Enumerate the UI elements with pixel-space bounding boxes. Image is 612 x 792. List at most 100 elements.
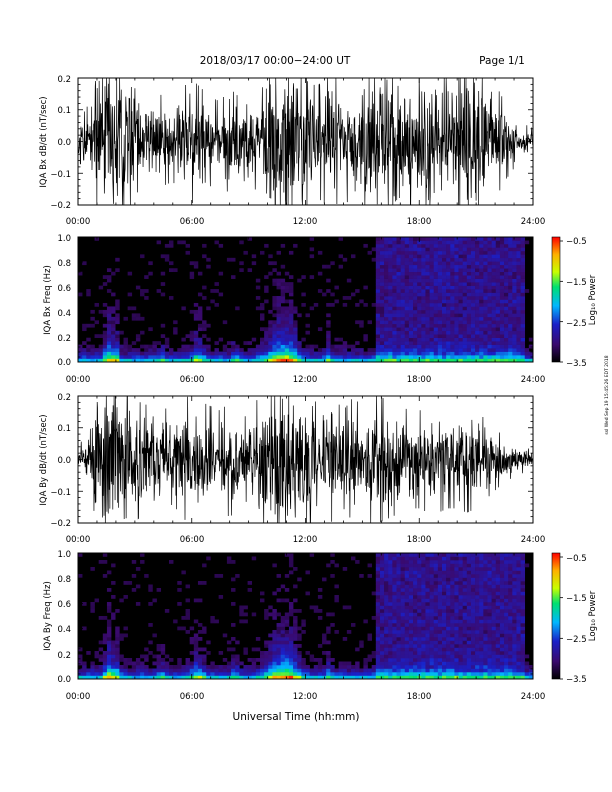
spectrogram-cell bbox=[123, 348, 128, 352]
spectrogram-cell bbox=[396, 630, 401, 634]
spectrogram-cell bbox=[375, 289, 381, 293]
spectrogram-cell bbox=[264, 651, 269, 655]
spectrogram-cell bbox=[309, 275, 315, 279]
spectrogram-cell bbox=[442, 581, 447, 585]
spectrogram-cell bbox=[520, 285, 526, 290]
spectrogram-cell bbox=[338, 358, 344, 363]
spectrogram-cell bbox=[396, 633, 401, 638]
spectrogram-cell bbox=[309, 553, 315, 557]
spectrogram-cell bbox=[462, 285, 468, 290]
spectrogram-cell bbox=[458, 289, 463, 293]
spectrogram-cell bbox=[508, 633, 513, 638]
spectrogram-cell bbox=[276, 316, 281, 321]
spectrogram-cell bbox=[293, 355, 298, 359]
spectrogram-cell bbox=[322, 264, 327, 269]
spectrogram-cell bbox=[231, 344, 236, 349]
spectrogram-cell bbox=[425, 644, 430, 648]
spectrogram-cell bbox=[483, 341, 488, 345]
spectrogram-cell bbox=[483, 647, 488, 652]
spectrogram-cell bbox=[371, 591, 377, 596]
spectrogram-cell bbox=[475, 616, 480, 620]
spectrogram-cell bbox=[210, 672, 215, 676]
spectrogram-cell bbox=[462, 626, 468, 631]
spectrogram-cell bbox=[346, 344, 352, 349]
figure-title: 2018/03/17 00:00−24:00 UT bbox=[200, 55, 351, 67]
spectrogram-cell bbox=[392, 237, 397, 241]
spectrogram-cell bbox=[491, 275, 497, 279]
spectrogram-cell bbox=[446, 341, 451, 345]
spectrogram-cell bbox=[413, 337, 418, 342]
spectrogram-cell bbox=[115, 302, 120, 307]
spectrogram-cell bbox=[392, 351, 397, 356]
spectrogram-cell bbox=[446, 570, 451, 575]
spectrogram-cell bbox=[433, 334, 439, 338]
spectrogram-cell bbox=[487, 309, 492, 314]
spectrogram-cell bbox=[462, 570, 468, 575]
spectrogram-cell bbox=[466, 334, 472, 338]
spectrogram-cell bbox=[272, 268, 277, 273]
spectrogram-cell bbox=[499, 257, 505, 262]
spectrogram-cell bbox=[520, 644, 526, 648]
spectrogram-cell bbox=[272, 640, 277, 645]
spectrogram-cell bbox=[487, 581, 492, 585]
spectrogram-cell bbox=[255, 306, 261, 311]
spectrogram-cell bbox=[388, 598, 393, 603]
spectrogram-cell bbox=[470, 584, 476, 589]
spectrogram-cell bbox=[483, 665, 488, 669]
spectrogram-cell bbox=[102, 574, 108, 578]
spectrogram-cell bbox=[375, 355, 381, 359]
spectrogram-cell bbox=[197, 654, 203, 659]
spectrogram-cell bbox=[483, 320, 488, 325]
spectrogram-cell bbox=[297, 668, 302, 673]
spectrogram-cell bbox=[417, 668, 422, 673]
spectrogram-cell bbox=[404, 341, 410, 345]
spectrogram-cell bbox=[458, 299, 463, 304]
spectrogram-cell bbox=[458, 661, 463, 666]
spectrogram-cell bbox=[177, 581, 182, 585]
spectrogram-cell bbox=[425, 264, 430, 269]
spectrogram-cell bbox=[355, 302, 360, 307]
spectrogram-cell bbox=[231, 560, 236, 564]
spectrogram-cell bbox=[404, 605, 410, 610]
spectrogram-cell bbox=[400, 626, 406, 631]
spectrogram-cell bbox=[156, 661, 162, 666]
spectrogram-cell bbox=[322, 668, 327, 673]
spectrogram-cell bbox=[516, 556, 521, 561]
spectrogram-cell bbox=[475, 595, 480, 599]
spectrogram-cell bbox=[392, 574, 397, 578]
spectrogram-cell bbox=[499, 574, 505, 578]
spectrogram-cell bbox=[446, 588, 451, 592]
spectrogram-cell bbox=[442, 616, 447, 620]
spectrogram-cell bbox=[462, 672, 468, 676]
spectrogram-cell bbox=[272, 337, 277, 342]
spectrogram-cell bbox=[454, 285, 459, 290]
x-tick-label: 00:00 bbox=[66, 217, 91, 227]
spectrogram-cell bbox=[288, 334, 294, 338]
spectrogram-cell bbox=[231, 351, 236, 356]
spectrogram-cell bbox=[508, 672, 513, 676]
spectrogram-cell bbox=[185, 630, 190, 634]
y-tick-label: 0.4 bbox=[57, 625, 71, 635]
spectrogram-cell bbox=[388, 553, 393, 557]
spectrogram-cell bbox=[516, 658, 521, 662]
spectrogram-cell bbox=[231, 348, 236, 352]
spectrogram-cell bbox=[520, 605, 526, 610]
spectrogram-cell bbox=[400, 261, 406, 266]
spectrogram-cell bbox=[148, 623, 153, 627]
spectrogram-cell bbox=[313, 351, 319, 356]
spectrogram-cell bbox=[111, 344, 116, 349]
spectrogram-cell bbox=[106, 640, 112, 645]
spectrogram-cell bbox=[392, 240, 397, 245]
spectrogram-cell bbox=[119, 665, 124, 669]
spectrogram-cell bbox=[504, 250, 509, 255]
spectrogram-cell bbox=[421, 640, 426, 645]
spectrogram-cell bbox=[483, 289, 488, 293]
spectrogram-cell bbox=[408, 355, 414, 359]
spectrogram-cell bbox=[247, 588, 253, 592]
spectrogram-cell bbox=[272, 616, 277, 620]
spectrogram-cell bbox=[433, 577, 439, 582]
spectrogram-cell bbox=[495, 285, 501, 290]
spectrogram-cell bbox=[135, 285, 141, 290]
spectrogram-cell bbox=[400, 264, 406, 269]
spectrogram-cell bbox=[404, 675, 410, 680]
